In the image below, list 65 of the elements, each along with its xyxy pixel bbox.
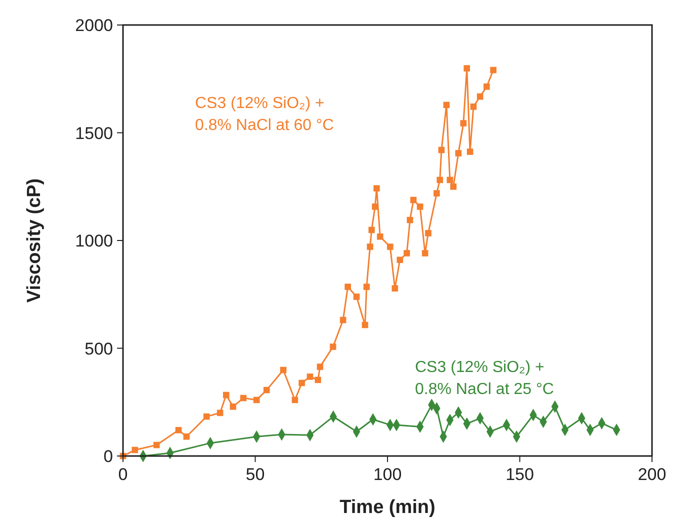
x-axis-title: Time (min) [340,497,436,518]
y-axis-title: Viscosity (cP) [24,178,45,303]
point [396,256,404,264]
point [253,396,260,404]
y-tick-label: 1500 [75,124,113,143]
point [306,374,314,380]
point [392,285,398,292]
point [455,150,462,156]
x-tick-label: 50 [246,465,265,484]
point [216,410,224,416]
point [230,403,236,410]
point [373,185,380,192]
point [330,344,336,350]
point [460,120,467,126]
point [470,104,477,110]
point [362,322,368,328]
point [450,183,457,190]
point [443,102,450,108]
x-tick-label: 100 [373,465,402,484]
point [434,190,440,196]
point [410,196,417,204]
point [406,216,414,224]
point [240,394,247,402]
point [466,148,474,155]
point [484,83,490,90]
point [263,386,270,394]
point [363,284,370,290]
point [344,284,351,290]
point [416,204,424,210]
point [425,230,432,236]
point [280,366,286,374]
point [368,226,375,234]
point [438,146,445,154]
point [366,244,374,250]
point [446,176,454,184]
point [353,294,360,300]
point [183,433,190,440]
point [175,426,182,434]
y-tick-label: 1000 [75,232,113,250]
y-tick-label: 0 [104,447,113,466]
point [222,392,230,398]
series-label: CS3 (12% SiO₂) + 0.8% NaCl at 25 °C [415,359,554,398]
point [314,376,322,384]
x-tick-label: 0 [118,465,128,484]
point [490,66,496,74]
point [153,442,160,448]
y-tick-label: 500 [84,339,113,358]
point [386,244,394,250]
point [292,396,298,404]
text: CS3 (12% SiO₂) + 0.8% NaCl at 60 °C [195,95,334,134]
x-tick-label: 150 [506,465,534,484]
point [404,250,410,256]
point [476,93,484,100]
point [372,204,378,210]
point [132,446,138,454]
point [298,380,305,386]
point [316,364,324,370]
point [464,65,470,72]
point [436,176,444,184]
point [203,413,210,420]
point [340,316,346,324]
point [376,233,384,240]
point [422,250,428,256]
x-tick-label: 200 [638,465,666,484]
y-tick-label: 2000 [75,16,113,35]
